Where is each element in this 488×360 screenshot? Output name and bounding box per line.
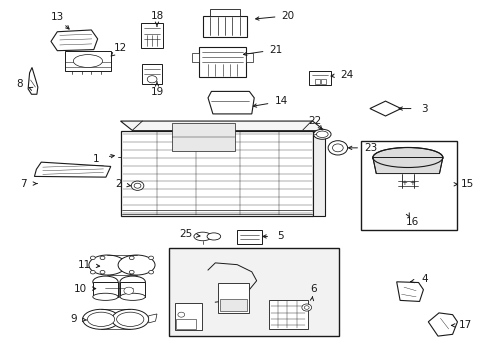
- Ellipse shape: [89, 255, 125, 275]
- Text: 14: 14: [274, 96, 287, 107]
- Bar: [169, 248, 339, 337]
- Bar: [320, 79, 325, 84]
- Text: 10: 10: [73, 284, 86, 294]
- Text: 7: 7: [20, 179, 26, 189]
- Polygon shape: [369, 101, 400, 116]
- Bar: [220, 298, 246, 311]
- Ellipse shape: [93, 276, 118, 288]
- Circle shape: [129, 256, 134, 260]
- Polygon shape: [396, 282, 423, 301]
- Ellipse shape: [93, 293, 118, 300]
- Bar: [203, 16, 246, 37]
- Circle shape: [304, 306, 308, 309]
- Text: 8: 8: [17, 78, 23, 89]
- Ellipse shape: [194, 232, 211, 241]
- Polygon shape: [207, 91, 254, 114]
- Text: 4: 4: [420, 274, 427, 284]
- Polygon shape: [34, 162, 111, 177]
- Bar: [314, 79, 319, 84]
- Text: 23: 23: [364, 143, 377, 153]
- Text: 3: 3: [420, 104, 427, 113]
- Bar: [361, 141, 457, 230]
- Circle shape: [90, 270, 95, 274]
- Ellipse shape: [116, 312, 143, 327]
- Circle shape: [332, 144, 343, 152]
- Bar: [268, 300, 307, 329]
- Bar: [308, 71, 330, 85]
- Circle shape: [147, 76, 157, 83]
- Circle shape: [90, 256, 95, 260]
- Text: 2: 2: [115, 179, 121, 189]
- Text: 18: 18: [150, 11, 163, 21]
- Ellipse shape: [120, 293, 145, 300]
- Polygon shape: [120, 121, 324, 131]
- Ellipse shape: [316, 131, 327, 138]
- Circle shape: [148, 270, 153, 274]
- Bar: [142, 64, 162, 84]
- Text: 17: 17: [458, 320, 471, 330]
- Ellipse shape: [206, 233, 220, 240]
- Text: 1: 1: [93, 154, 100, 163]
- Polygon shape: [312, 131, 324, 216]
- Bar: [245, 53, 253, 62]
- Bar: [192, 53, 199, 62]
- Text: 15: 15: [460, 179, 473, 189]
- Circle shape: [148, 256, 153, 260]
- Polygon shape: [148, 314, 157, 323]
- Circle shape: [100, 256, 105, 260]
- Ellipse shape: [118, 255, 155, 275]
- Polygon shape: [427, 313, 457, 336]
- Text: 6: 6: [309, 284, 316, 294]
- Bar: [199, 47, 245, 77]
- Bar: [210, 9, 239, 16]
- Bar: [171, 123, 234, 152]
- Text: +: +: [408, 180, 414, 186]
- Circle shape: [178, 312, 184, 317]
- Ellipse shape: [313, 129, 330, 139]
- Bar: [120, 282, 145, 297]
- Circle shape: [134, 183, 141, 188]
- Circle shape: [129, 270, 134, 274]
- Polygon shape: [51, 30, 98, 51]
- Text: 21: 21: [269, 45, 282, 55]
- Ellipse shape: [87, 312, 115, 327]
- Polygon shape: [372, 157, 442, 174]
- Ellipse shape: [73, 55, 102, 67]
- Text: 22: 22: [308, 116, 321, 126]
- Bar: [175, 303, 202, 330]
- Bar: [237, 230, 261, 244]
- Circle shape: [327, 141, 347, 155]
- Circle shape: [131, 181, 143, 190]
- Text: 19: 19: [150, 87, 163, 98]
- Circle shape: [100, 270, 105, 274]
- Ellipse shape: [372, 148, 442, 167]
- Circle shape: [301, 304, 311, 311]
- Ellipse shape: [120, 276, 145, 288]
- Bar: [176, 319, 196, 329]
- Bar: [141, 23, 163, 48]
- Bar: [64, 51, 111, 71]
- Text: 24: 24: [339, 69, 352, 80]
- Text: 5: 5: [277, 231, 284, 242]
- Text: 9: 9: [70, 314, 77, 324]
- Text: 11: 11: [77, 260, 90, 270]
- Polygon shape: [28, 67, 38, 94]
- Text: 16: 16: [405, 217, 418, 227]
- Ellipse shape: [112, 309, 148, 329]
- Text: 12: 12: [114, 43, 127, 53]
- Ellipse shape: [82, 309, 119, 329]
- Text: 25: 25: [179, 229, 192, 239]
- Text: +: +: [400, 180, 406, 186]
- Bar: [217, 283, 249, 313]
- Text: 13: 13: [51, 13, 64, 22]
- Circle shape: [123, 287, 133, 294]
- Bar: [93, 282, 118, 297]
- Text: 20: 20: [281, 11, 294, 21]
- Polygon shape: [120, 131, 312, 216]
